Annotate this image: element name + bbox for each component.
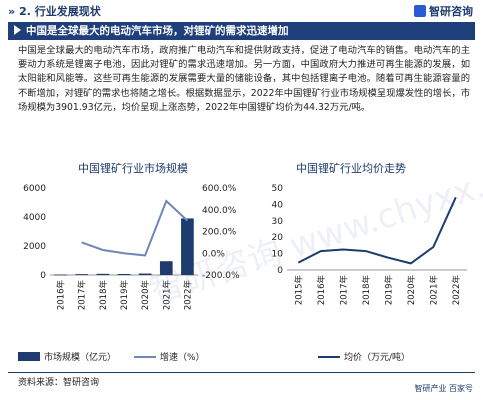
footer-brand: 智研产业 百家号 <box>414 384 473 393</box>
x-tick-label: 2022年 <box>451 275 462 306</box>
y-left-tick-label: 6000 <box>23 184 46 194</box>
bar <box>96 273 110 275</box>
body-paragraph: 中国是全球最大的电动汽车市场，政府推广电动汽车和提供财政支持，促进了电动汽车的销… <box>18 45 470 113</box>
chevron-icon: » <box>8 5 16 18</box>
x-tick-label: 2018年 <box>98 280 109 311</box>
bar <box>117 273 131 275</box>
chart2-legend: 均价（万元/吨） <box>318 350 410 363</box>
y-right-tick-label: 0.0% <box>202 249 225 259</box>
legend-price-label: 均价（万元/吨） <box>344 353 411 363</box>
section-title-text: 2. 行业发展现状 <box>19 5 101 18</box>
x-tick-label: 2021年 <box>161 280 172 311</box>
x-tick-label: 2019年 <box>383 275 394 306</box>
chart2-avg-price: 50 40 30 20 10 0 2015年 2016年 2017年 2018年 2019年 2020… <box>272 184 467 306</box>
legend-line-swatch <box>134 355 157 358</box>
legend-line-label: 增速（%） <box>160 353 205 363</box>
x-tick-label: 2015年 <box>293 275 304 306</box>
bar <box>159 261 173 275</box>
x-tick-label: 2022年 <box>182 280 193 311</box>
chart2-title: 中国锂矿行业均价走势 <box>296 162 406 175</box>
brand-logo-icon <box>414 5 426 17</box>
y-left-tick-label: 0 <box>40 271 46 281</box>
y-tick-label: 0 <box>277 266 283 276</box>
headline-text: 中国是全球最大的电动汽车市场，对锂矿的需求迅速增加 <box>26 25 289 37</box>
y-tick-label: 20 <box>272 233 284 243</box>
x-tick-label: 2019年 <box>119 280 130 311</box>
chart1-market-size: 6000 4000 2000 0 600.0% 400.0% 200.0% 0.0% -200.… <box>23 184 240 311</box>
price-line <box>297 196 457 265</box>
brand-name: 智研咨询 <box>429 5 473 18</box>
y-left-tick-label: 4000 <box>23 213 46 223</box>
bar <box>181 218 194 275</box>
bar <box>138 273 152 275</box>
footer-divider <box>8 372 475 373</box>
x-tick-label: 2016年 <box>56 280 67 311</box>
top-bar: » 2. 行业发展现状 智研咨询 <box>0 0 483 22</box>
chart1-title: 中国锂矿行业市场规模 <box>78 162 188 175</box>
headline-banner: 中国是全球最大的电动汽车市场，对锂矿的需求迅速增加 <box>8 22 475 40</box>
y-tick-label: 50 <box>272 184 284 194</box>
section-title: » 2. 行业发展现状 <box>8 3 101 19</box>
x-tick-label: 2017年 <box>77 280 88 311</box>
chart1-legend: 市场规模（亿元） 增速（%） <box>18 350 205 363</box>
y-right-tick-label: 600.0% <box>202 184 237 194</box>
legend-bar-label: 市场规模（亿元） <box>44 353 117 363</box>
legend-bar-swatch <box>18 352 40 361</box>
bar <box>54 274 67 276</box>
y-tick-label: 40 <box>272 200 284 210</box>
brand-logo: 智研咨询 <box>414 3 473 19</box>
x-tick-label: 2021年 <box>428 275 439 306</box>
y-right-tick-label: -200.0% <box>202 271 240 281</box>
y-right-tick-label: 200.0% <box>202 228 237 238</box>
x-tick-label: 2017年 <box>338 275 349 306</box>
y-right-tick-label: 400.0% <box>202 206 237 216</box>
x-tick-label: 2018年 <box>361 275 372 306</box>
y-left-tick-label: 2000 <box>23 242 46 252</box>
x-tick-label: 2020年 <box>406 275 417 306</box>
bar <box>75 274 89 275</box>
triangle-icon <box>14 25 21 35</box>
x-tick-label: 2020年 <box>140 280 151 311</box>
growth-line <box>81 199 189 257</box>
y-tick-label: 10 <box>272 250 284 260</box>
legend-price-swatch <box>318 355 340 358</box>
y-tick-label: 30 <box>272 217 284 227</box>
source-note: 资料来源：智研咨询 <box>18 378 100 388</box>
x-tick-label: 2016年 <box>316 275 327 306</box>
